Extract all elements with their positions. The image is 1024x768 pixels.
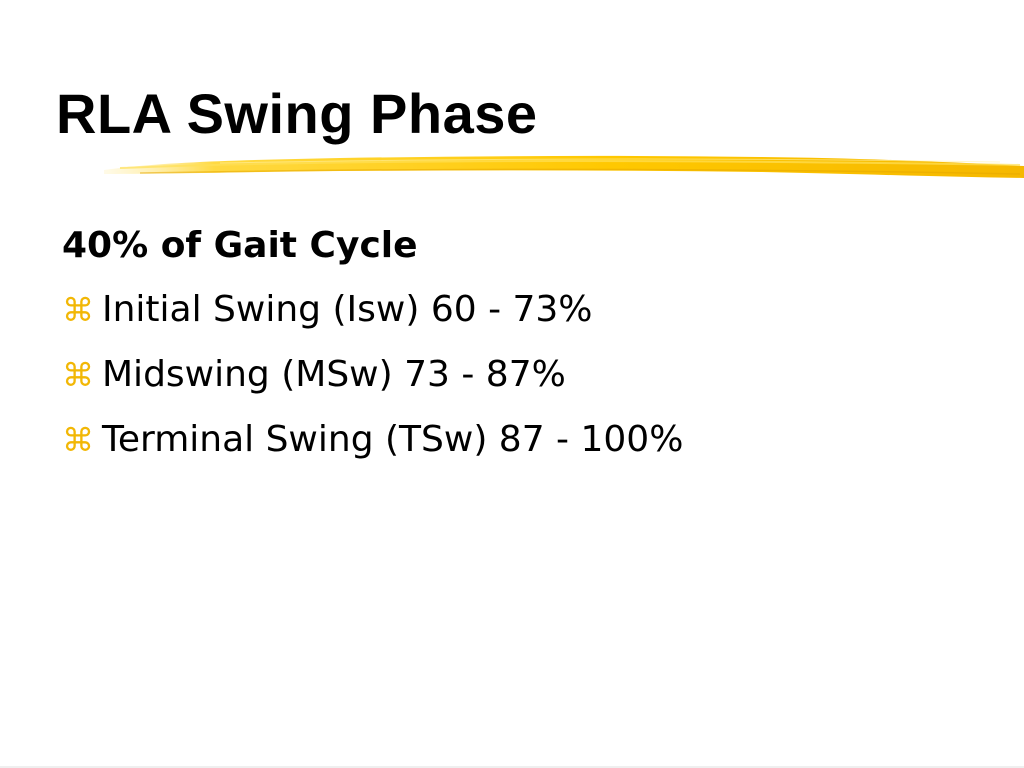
bullet-item: ⌘ Midswing (MSw) 73 - 87%: [62, 351, 1002, 399]
place-of-interest-icon: ⌘: [62, 291, 94, 329]
bullet-item: ⌘ Terminal Swing (TSw) 87 - 100%: [62, 416, 1002, 464]
place-of-interest-icon: ⌘: [62, 421, 94, 459]
title-underline-brush-stroke: [104, 155, 1024, 178]
place-of-interest-icon: ⌘: [62, 356, 94, 394]
slide-title: RLA Swing Phase: [56, 82, 538, 145]
lead-text: 40% of Gait Cycle: [62, 225, 418, 266]
slide-body: 40% of Gait Cycle ⌘ Initial Swing (Isw) …: [62, 222, 1002, 481]
bullet-text: Initial Swing (Isw) 60 - 73%: [102, 289, 593, 330]
bottom-divider: [0, 766, 1024, 768]
bullet-item: ⌘ Initial Swing (Isw) 60 - 73%: [62, 286, 1002, 334]
bullet-text: Terminal Swing (TSw) 87 - 100%: [102, 419, 684, 460]
bullet-text: Midswing (MSw) 73 - 87%: [102, 354, 566, 395]
